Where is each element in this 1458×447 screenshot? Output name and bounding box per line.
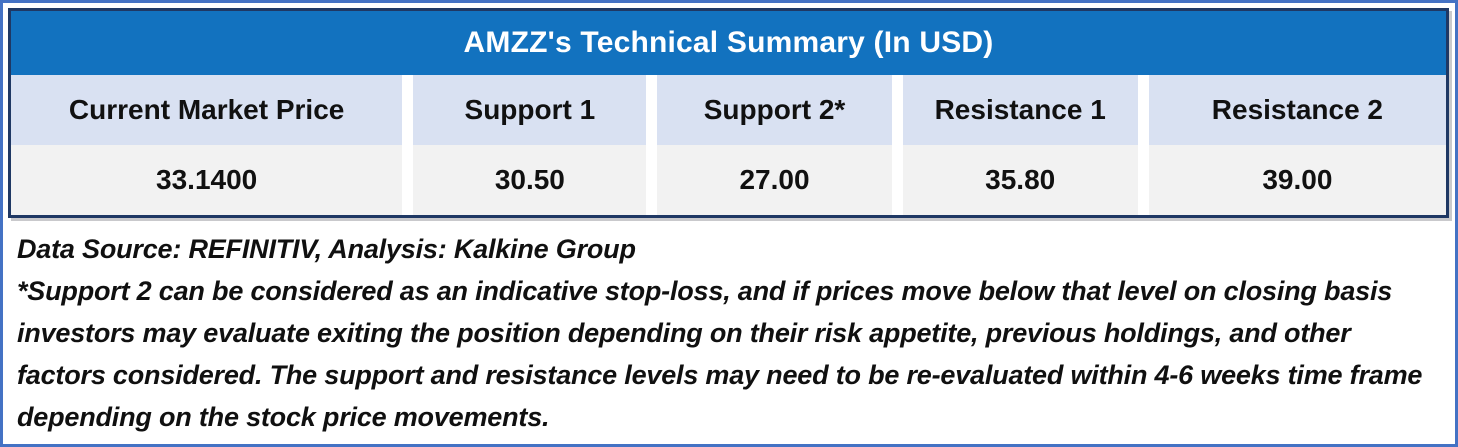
value-support-2: 27.00 bbox=[657, 145, 892, 215]
value-support-1: 30.50 bbox=[413, 145, 647, 215]
value-resistance-1: 35.80 bbox=[902, 145, 1138, 215]
table-grid: Current Market Price Support 1 Support 2… bbox=[11, 75, 1446, 215]
header-resistance-1: Resistance 1 bbox=[902, 75, 1138, 145]
data-source-line: Data Source: REFINITIV, Analysis: Kalkin… bbox=[17, 234, 636, 264]
value-current-market-price: 33.1400 bbox=[11, 145, 403, 215]
technical-summary-table: AMZZ's Technical Summary (In USD) Curren… bbox=[8, 8, 1449, 218]
header-current-market-price: Current Market Price bbox=[11, 75, 403, 145]
header-support-1: Support 1 bbox=[413, 75, 647, 145]
support-2-footnote: *Support 2 can be considered as an indic… bbox=[17, 276, 1423, 432]
table-title: AMZZ's Technical Summary (In USD) bbox=[11, 11, 1446, 75]
header-resistance-2: Resistance 2 bbox=[1148, 75, 1446, 145]
value-resistance-2: 39.00 bbox=[1148, 145, 1446, 215]
notes-section: Data Source: REFINITIV, Analysis: Kalkin… bbox=[8, 218, 1449, 438]
header-support-2: Support 2* bbox=[657, 75, 892, 145]
